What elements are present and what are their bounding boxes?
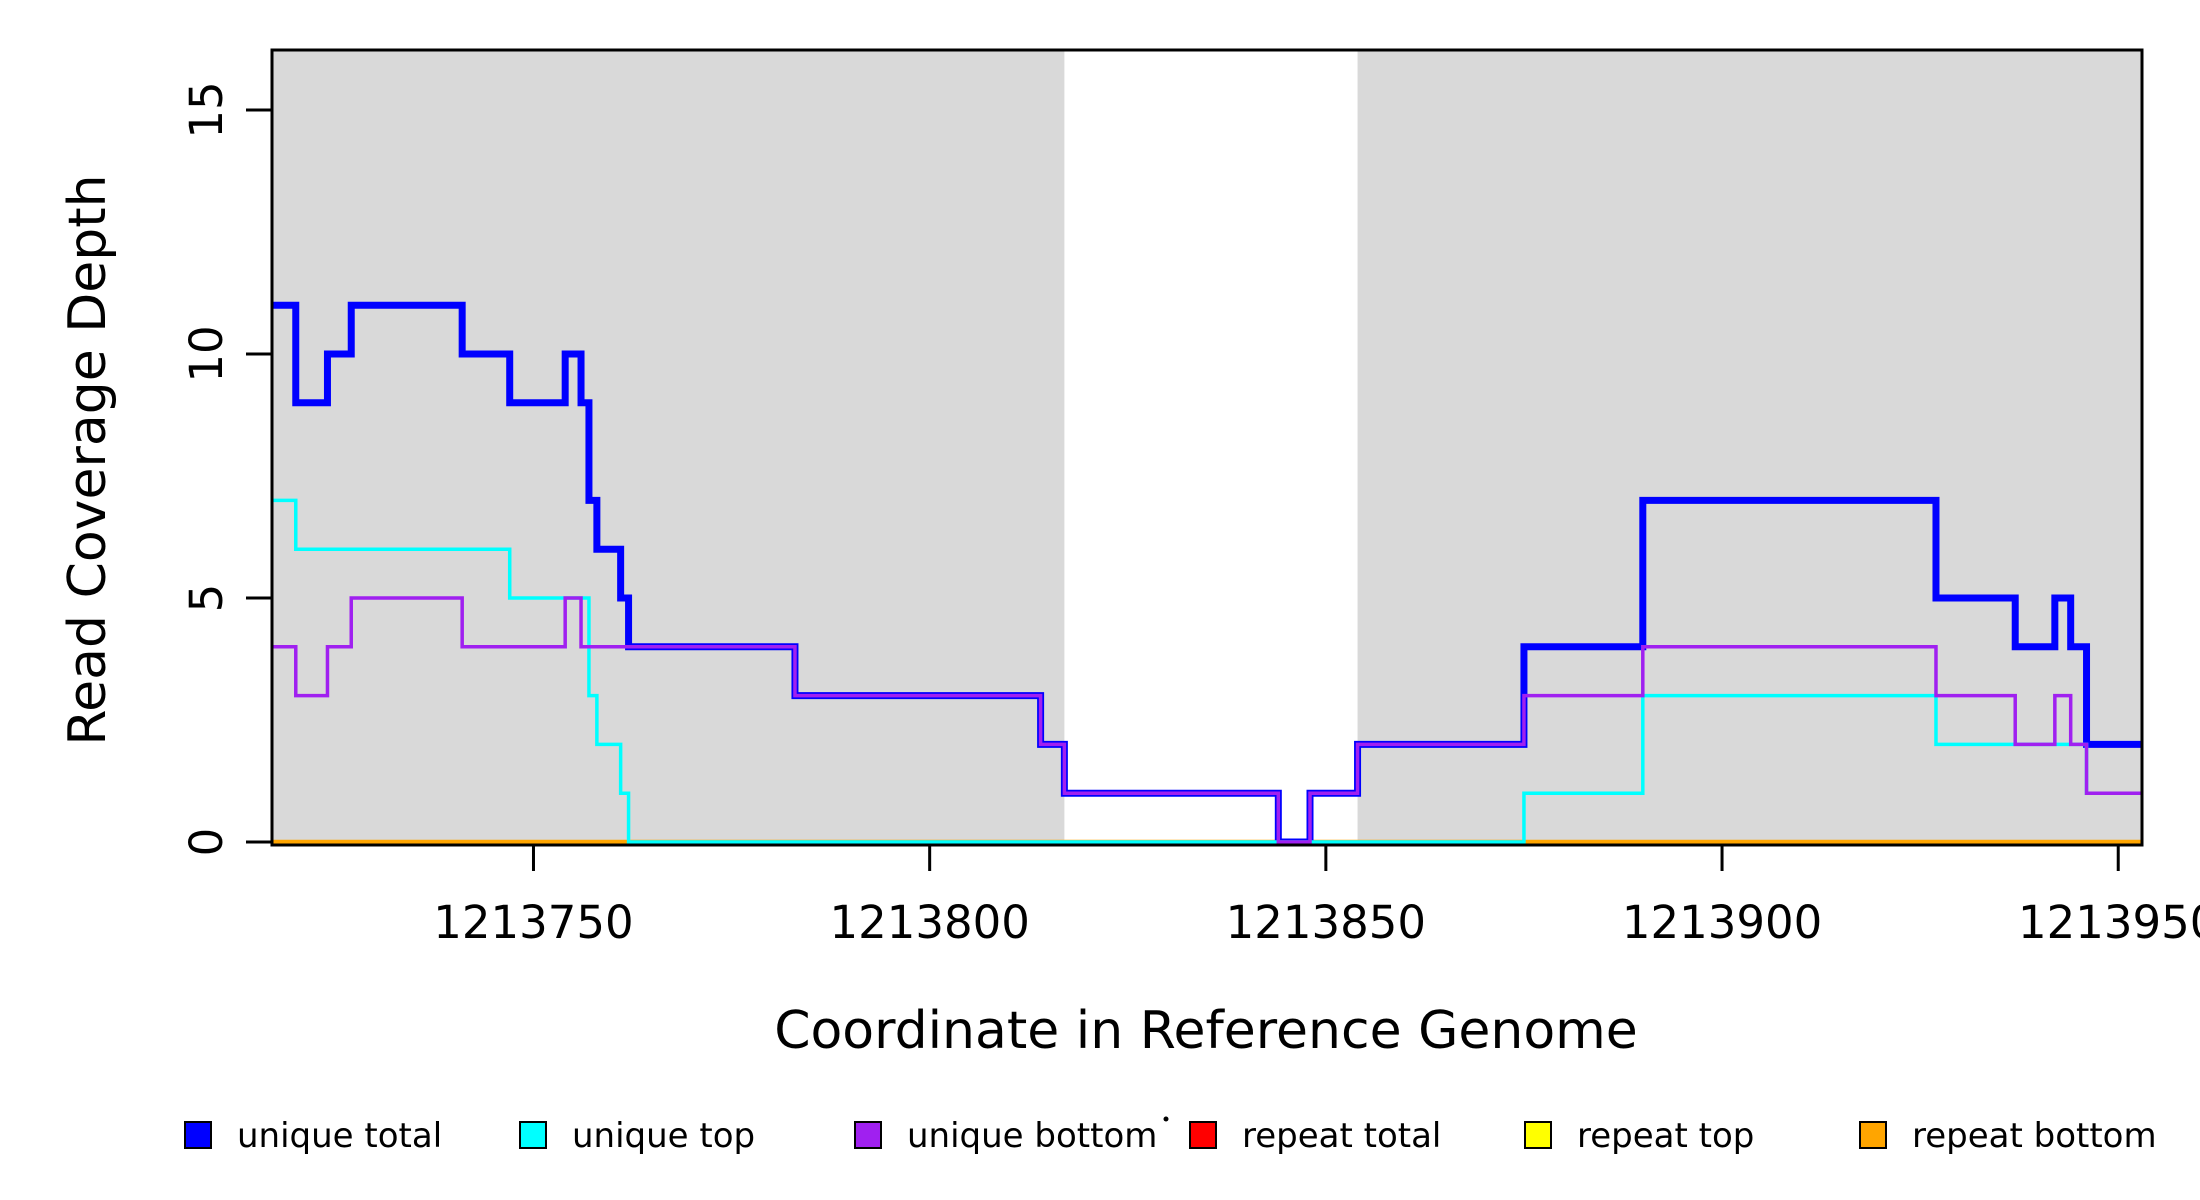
series-line-unique-top — [272, 498, 2142, 844]
legend-swatch-repeat-bottom — [1859, 1121, 1887, 1149]
legend-label-unique-bottom: unique bottom — [907, 1116, 1157, 1156]
y-tick-label: 15 — [180, 81, 233, 138]
y-tick-label: 10 — [180, 325, 233, 382]
x-tick-label: 1213750 — [433, 896, 633, 949]
y-tick-label: 5 — [180, 584, 233, 613]
legend-label-repeat-total: repeat total — [1242, 1116, 1441, 1156]
legend-swatch-unique-total — [184, 1121, 212, 1149]
legend-label-unique-total: unique total — [237, 1116, 442, 1156]
x-tick-label: 1213950 — [2018, 896, 2200, 949]
stray-dot — [1163, 1116, 1169, 1122]
legend-swatch-unique-bottom — [854, 1121, 882, 1149]
x-tick-label: 1213850 — [1226, 896, 1426, 949]
x-tick-label: 1213800 — [829, 896, 1029, 949]
legend-label-repeat-top: repeat top — [1577, 1116, 1754, 1156]
repeat-region-shading — [1357, 51, 2142, 844]
series-line-unique-bottom — [272, 596, 2142, 844]
x-tick-label: 1213900 — [1622, 896, 1822, 949]
y-axis-title: Read Coverage Depth — [58, 174, 118, 745]
repeat-region-shading — [272, 51, 1065, 844]
x-axis-title: Coordinate in Reference Genome — [774, 1001, 1638, 1061]
legend-swatch-unique-top — [519, 1121, 547, 1149]
legend-swatch-repeat-top — [1524, 1121, 1552, 1149]
legend-swatch-repeat-total — [1189, 1121, 1217, 1149]
plot-border — [270, 48, 2144, 847]
legend-label-repeat-bottom: repeat bottom — [1912, 1116, 2157, 1156]
legend-label-unique-top: unique top — [572, 1116, 755, 1156]
y-tick-label: 0 — [180, 828, 233, 857]
